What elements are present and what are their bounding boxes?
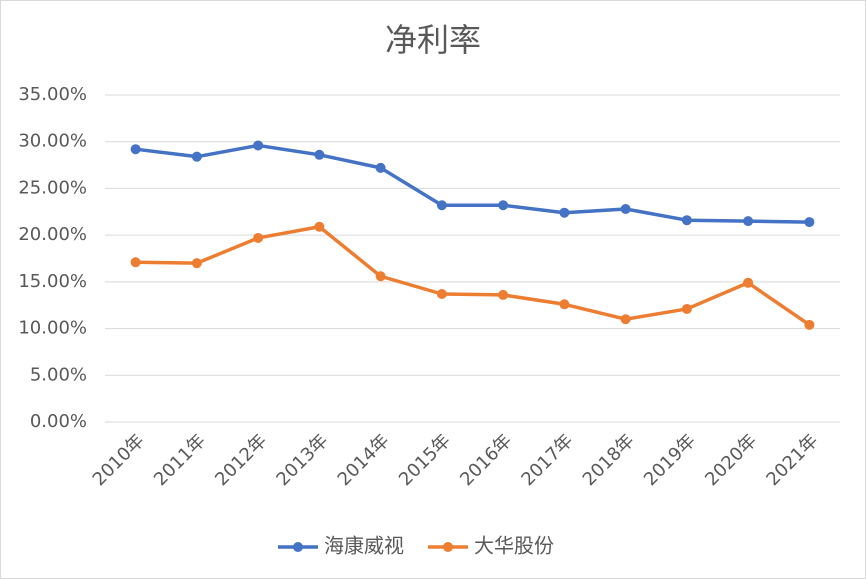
data-point <box>253 140 264 151</box>
data-point <box>681 303 692 314</box>
data-point <box>743 277 754 288</box>
data-point <box>191 151 202 162</box>
data-point <box>559 299 570 310</box>
y-tick-label: 35.00% <box>18 84 87 105</box>
data-point <box>130 257 141 268</box>
data-point <box>130 144 141 155</box>
legend-label: 海康威视 <box>324 534 404 558</box>
data-point <box>681 215 692 226</box>
legend-marker <box>293 542 303 552</box>
data-point <box>498 289 509 300</box>
y-tick-label: 20.00% <box>18 224 87 245</box>
y-tick-label: 25.00% <box>18 177 87 198</box>
y-tick-label: 30.00% <box>18 131 87 152</box>
series-line <box>135 143 810 224</box>
data-point <box>436 200 447 211</box>
data-point <box>375 271 386 282</box>
chart-title: 净利率 <box>385 21 481 59</box>
data-point <box>375 162 386 173</box>
y-tick-label: 0.00% <box>30 411 87 432</box>
data-point <box>743 216 754 227</box>
data-point <box>314 221 325 232</box>
data-point <box>804 217 815 228</box>
data-point <box>804 319 815 330</box>
data-point <box>253 232 264 243</box>
legend-marker <box>443 542 453 552</box>
legend-label: 大华股份 <box>474 534 554 558</box>
data-point <box>314 149 325 160</box>
data-point <box>620 314 631 325</box>
legend-item: 海康威视 <box>278 534 404 558</box>
data-point <box>559 207 570 218</box>
y-tick-label: 5.00% <box>30 364 87 385</box>
data-point <box>191 258 202 269</box>
y-tick-label: 10.00% <box>18 318 87 339</box>
data-point <box>498 200 509 211</box>
legend-item: 大华股份 <box>428 534 554 558</box>
data-point <box>620 203 631 214</box>
data-point <box>436 289 447 300</box>
y-tick-label: 15.00% <box>18 271 87 292</box>
series-line <box>135 224 811 327</box>
